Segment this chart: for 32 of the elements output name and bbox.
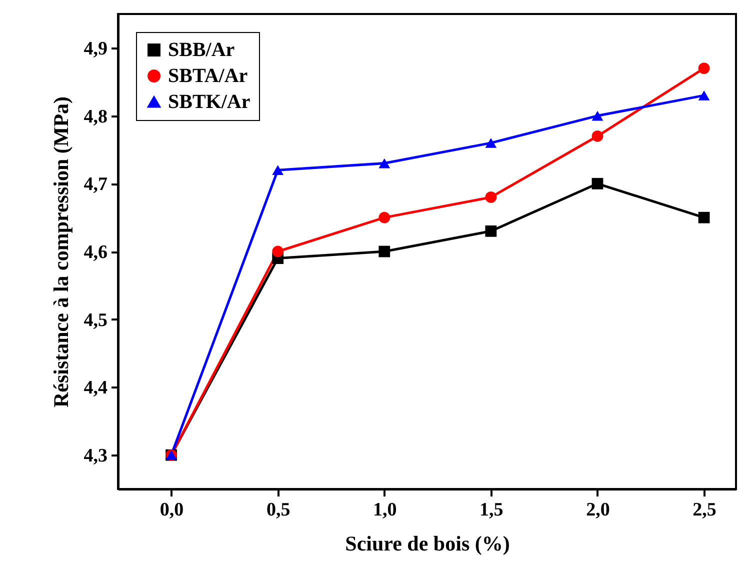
point: [485, 138, 497, 148]
point: [378, 158, 390, 168]
y-axis-title: Résistance à la compression (MPa): [48, 96, 73, 408]
x-tick-label: 0,5: [266, 500, 290, 520]
point: [592, 110, 604, 121]
x-tick-label: 2,5: [692, 500, 716, 520]
x-tick-label: 2,0: [586, 500, 610, 520]
y-tick-label: 4,7: [84, 174, 108, 196]
y-tick-label: 4,4: [84, 378, 108, 399]
point: [485, 225, 497, 237]
y-tick-label: 4,5: [84, 310, 108, 331]
y-tick-label: 4,8: [84, 106, 108, 128]
point: [378, 212, 390, 224]
x-axis-title: Sciure de bois (%): [345, 532, 510, 556]
point: [698, 90, 710, 100]
point: [592, 178, 604, 190]
y-tick-label: 4,9: [84, 38, 108, 60]
y-tick-label: 4,3: [84, 446, 108, 467]
point: [698, 62, 710, 74]
point: [272, 246, 284, 258]
x-tick-label: 0,0: [160, 500, 184, 520]
point: [698, 212, 710, 224]
legend-label: SBB/Ar: [168, 39, 235, 61]
x-tick-label: 1,5: [480, 500, 504, 520]
x-tick-label: 1,0: [373, 500, 397, 520]
point: [592, 130, 604, 142]
legend-label: SBTK/Ar: [168, 91, 250, 113]
point: [485, 192, 497, 203]
y-tick-label: 4,6: [84, 242, 108, 263]
legend-label: SBTA/Ar: [168, 65, 248, 87]
point: [378, 246, 390, 258]
point: [272, 165, 284, 176]
